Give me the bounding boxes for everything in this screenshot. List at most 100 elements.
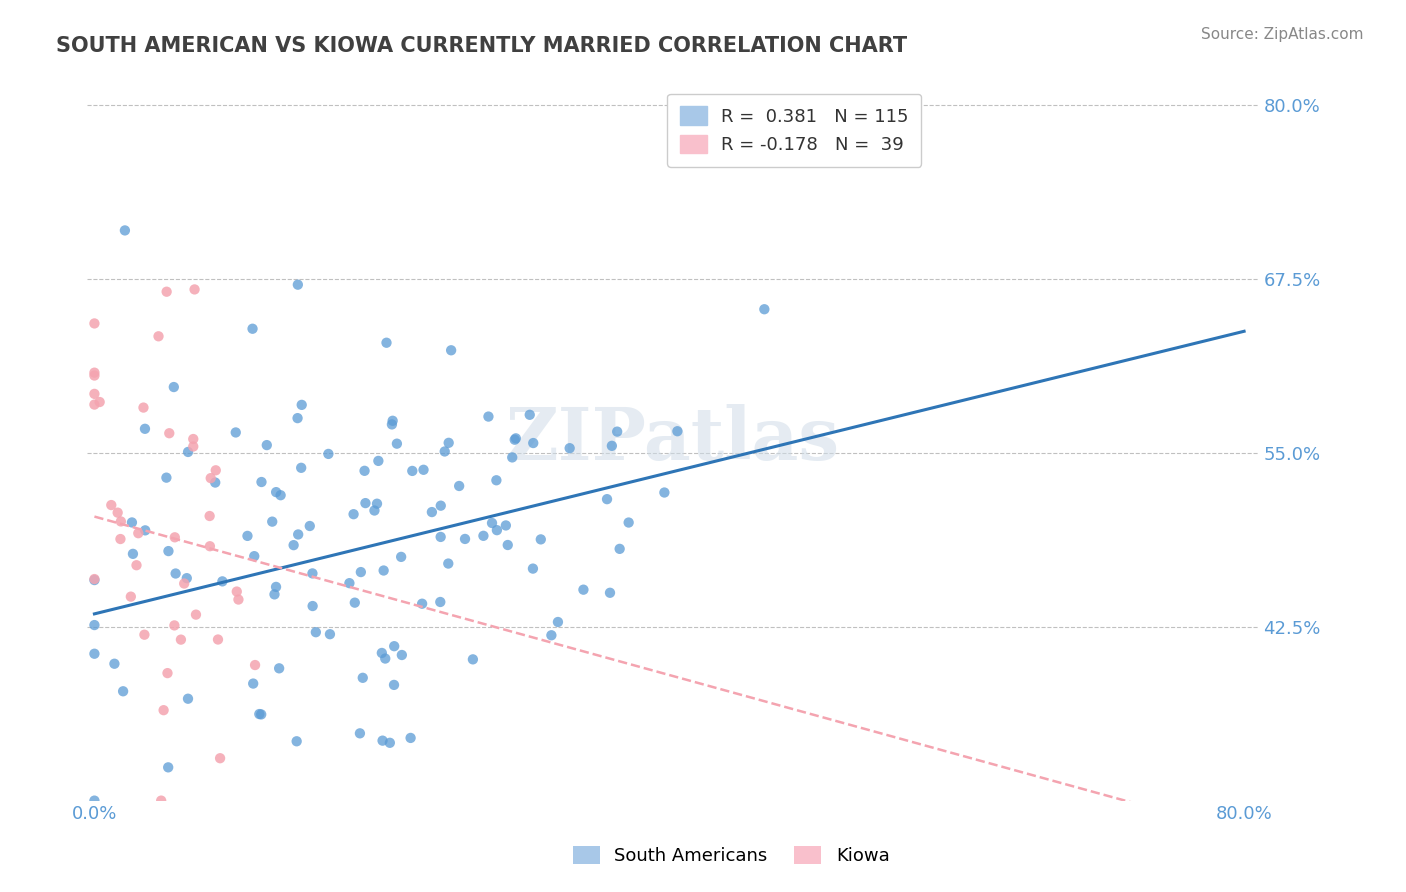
Point <box>363 503 385 517</box>
Point <box>485 473 508 487</box>
Point <box>382 639 405 653</box>
Point <box>121 516 143 530</box>
Point <box>198 508 221 523</box>
Point <box>152 703 174 717</box>
Point <box>262 515 284 529</box>
Point <box>375 335 398 350</box>
Point <box>287 411 309 425</box>
Point <box>352 671 374 685</box>
Point <box>225 584 247 599</box>
Point <box>530 533 553 547</box>
Point <box>134 628 156 642</box>
Point <box>236 529 259 543</box>
Point <box>287 277 309 292</box>
Point <box>391 648 413 662</box>
Point <box>342 507 364 521</box>
Point <box>120 590 142 604</box>
Point <box>107 506 129 520</box>
Point <box>250 707 273 722</box>
Point <box>350 565 373 579</box>
Legend: South Americans, Kiowa: South Americans, Kiowa <box>564 837 898 874</box>
Point <box>163 380 186 394</box>
Point <box>157 760 180 774</box>
Point <box>83 573 105 587</box>
Point <box>283 538 305 552</box>
Point <box>155 470 177 484</box>
Point <box>285 734 308 748</box>
Point <box>181 432 204 446</box>
Point <box>134 524 156 538</box>
Point <box>505 431 527 445</box>
Point <box>181 440 204 454</box>
Point <box>157 544 180 558</box>
Point <box>301 599 323 613</box>
Point <box>83 368 105 383</box>
Point <box>243 658 266 673</box>
Point <box>83 618 105 632</box>
Text: SOUTH AMERICAN VS KIOWA CURRENTLY MARRIED CORRELATION CHART: SOUTH AMERICAN VS KIOWA CURRENTLY MARRIE… <box>56 36 907 55</box>
Point <box>449 479 471 493</box>
Point <box>411 597 433 611</box>
Point <box>609 541 631 556</box>
Text: ZIPatlas: ZIPatlas <box>506 403 839 475</box>
Point <box>184 607 207 622</box>
Point <box>389 549 412 564</box>
Point <box>666 424 689 438</box>
Point <box>127 526 149 541</box>
Point <box>522 561 544 575</box>
Point <box>134 422 156 436</box>
Point <box>207 632 229 647</box>
Point <box>165 566 187 581</box>
Point <box>440 343 463 358</box>
Point <box>496 538 519 552</box>
Point <box>100 498 122 512</box>
Point <box>242 322 264 336</box>
Point <box>437 435 460 450</box>
Point <box>103 657 125 671</box>
Point <box>385 436 408 450</box>
Point <box>519 408 541 422</box>
Point <box>163 618 186 632</box>
Point <box>157 426 180 441</box>
Legend: R =  0.381   N = 115, R = -0.178   N =  39: R = 0.381 N = 115, R = -0.178 N = 39 <box>668 94 921 167</box>
Point <box>399 731 422 745</box>
Point <box>485 523 508 537</box>
Point <box>429 530 451 544</box>
Point <box>437 557 460 571</box>
Point <box>522 436 544 450</box>
Point <box>481 516 503 530</box>
Point <box>366 497 388 511</box>
Point <box>242 676 264 690</box>
Point <box>477 409 499 424</box>
Point <box>183 282 205 296</box>
Point <box>83 366 105 380</box>
Point <box>305 625 328 640</box>
Point <box>114 223 136 237</box>
Point <box>472 529 495 543</box>
Point <box>198 539 221 553</box>
Point <box>381 417 404 432</box>
Point <box>110 532 132 546</box>
Text: Source: ZipAtlas.com: Source: ZipAtlas.com <box>1201 27 1364 42</box>
Point <box>264 485 287 500</box>
Point <box>378 736 401 750</box>
Point <box>132 401 155 415</box>
Point <box>256 438 278 452</box>
Point <box>354 496 377 510</box>
Point <box>596 492 619 507</box>
Point <box>247 707 270 722</box>
Point <box>600 439 623 453</box>
Point <box>83 387 105 401</box>
Point <box>606 425 628 439</box>
Point <box>319 627 342 641</box>
Point <box>156 285 179 299</box>
Point <box>264 580 287 594</box>
Point <box>454 532 477 546</box>
Point <box>83 398 105 412</box>
Point <box>349 726 371 740</box>
Point <box>433 444 456 458</box>
Point <box>112 684 135 698</box>
Point <box>269 661 291 675</box>
Point <box>243 549 266 564</box>
Point <box>270 488 292 502</box>
